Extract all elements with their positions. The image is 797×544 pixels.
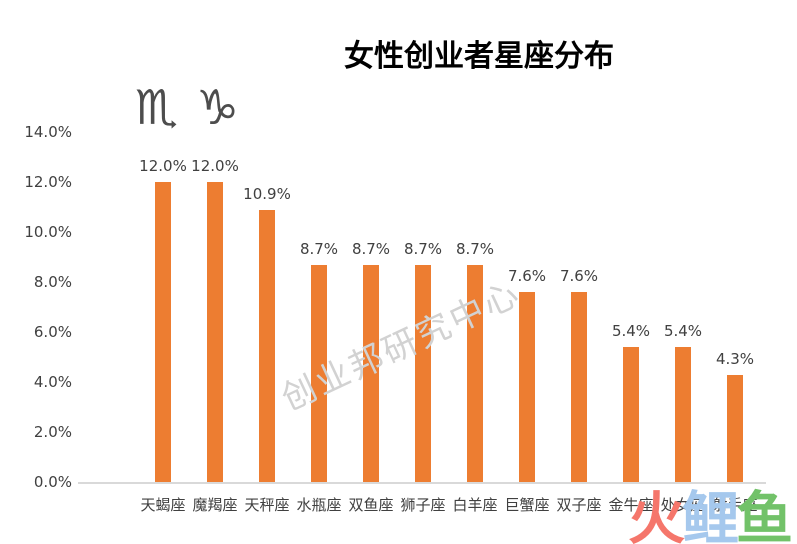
bar-value-label: 4.3% — [715, 349, 755, 368]
bar — [727, 374, 743, 482]
bar-value-label: 8.7% — [403, 239, 443, 258]
bar-value-label: 12.0% — [191, 157, 239, 175]
brand-logo: 火鲤鱼 — [628, 486, 793, 544]
bar-value-label: 5.4% — [611, 322, 651, 340]
y-axis-tick-label: 0.0% — [33, 473, 72, 491]
bar — [155, 182, 171, 482]
bar — [623, 347, 639, 482]
x-axis-category-label: 巨蟹座 — [504, 496, 550, 514]
zodiac-icons: ♏ ♑ — [135, 84, 239, 132]
brand-logo-char: 火 — [628, 486, 685, 544]
bar-value-label: 5.4% — [663, 322, 703, 340]
x-axis-category-label: 金牛座 — [608, 496, 654, 514]
brand-logo-char: 鱼 — [736, 486, 793, 544]
x-axis-line — [78, 482, 766, 484]
bar-value-label: 8.7% — [299, 239, 339, 258]
bar-value-label: 10.9% — [243, 184, 291, 203]
scorpio-icon: ♏ — [135, 80, 179, 136]
bar-value-label: 8.7% — [351, 239, 391, 258]
bar — [519, 292, 535, 482]
y-axis-tick-label: 6.0% — [33, 323, 72, 341]
x-axis-category-label: 天蝎座 — [140, 496, 186, 514]
bar — [415, 264, 431, 482]
x-axis-category-label: 天秤座 — [244, 496, 290, 514]
bar — [311, 264, 327, 482]
y-axis-tick-label: 4.0% — [33, 373, 72, 391]
capricorn-icon: ♑ — [196, 80, 240, 136]
bar — [207, 182, 223, 482]
y-axis-tick-label: 8.0% — [33, 273, 72, 291]
bar-value-label: 8.7% — [455, 239, 495, 258]
bar-value-label: 7.6% — [559, 267, 599, 285]
x-axis-category-label: 双子座 — [556, 496, 602, 514]
y-axis-tick-label: 12.0% — [24, 173, 72, 191]
bar — [571, 292, 587, 482]
x-axis-category-label: 处女座 — [660, 496, 706, 514]
x-axis-category-label: 白羊座 — [452, 496, 498, 514]
x-axis-category-label: 狮子座 — [400, 496, 446, 514]
bar — [259, 209, 275, 482]
chart-title: 女性创业者星座分布 — [344, 39, 614, 74]
y-axis-tick-label: 14.0% — [24, 123, 72, 141]
x-axis-category-label: 魔羯座 — [192, 496, 238, 514]
bar — [467, 264, 483, 482]
bar-value-label: 12.0% — [139, 157, 187, 175]
x-axis-category-label: 射手座 — [712, 496, 758, 514]
bar — [675, 347, 691, 482]
brand-logo-char: 鲤 — [682, 486, 739, 544]
y-axis-tick-label: 2.0% — [33, 423, 72, 441]
x-axis-category-label: 水瓶座 — [296, 496, 342, 514]
bar — [363, 264, 379, 482]
bar-value-label: 7.6% — [507, 267, 547, 285]
y-axis-tick-label: 10.0% — [24, 223, 72, 241]
x-axis-category-label: 双鱼座 — [348, 496, 394, 514]
